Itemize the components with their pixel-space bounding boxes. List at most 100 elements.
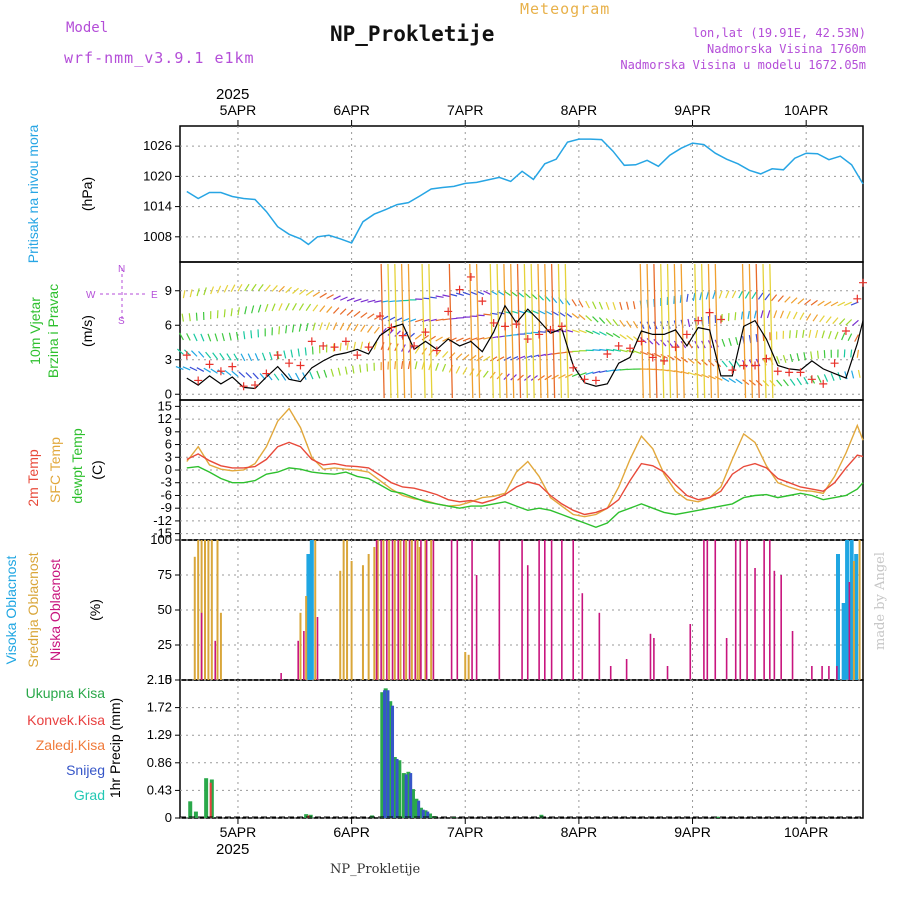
wind-barb bbox=[312, 304, 319, 312]
mid-cloud-bar bbox=[361, 565, 364, 680]
pressure-tick-label: 1026 bbox=[143, 138, 172, 153]
wind-barb bbox=[189, 289, 193, 298]
temp-tick-label: 15 bbox=[158, 398, 172, 413]
wind-barb bbox=[251, 283, 257, 292]
wind-barb bbox=[394, 330, 401, 337]
wind-gust-marker bbox=[660, 356, 669, 365]
mid-cloud-bar bbox=[210, 540, 213, 680]
wind-gust-marker bbox=[614, 341, 623, 350]
wind-gust-marker bbox=[239, 382, 248, 391]
low-cloud-bar bbox=[280, 673, 282, 680]
wind-ylabel-1: 10m Vjetar bbox=[27, 297, 43, 365]
low-cloud-bar bbox=[703, 540, 705, 680]
wind-barb bbox=[278, 326, 281, 335]
low-cloud-bar bbox=[425, 540, 428, 680]
snow-precip-bar bbox=[404, 774, 408, 818]
wind-barb bbox=[483, 313, 492, 316]
pressure-line bbox=[186, 138, 864, 246]
wind-barb bbox=[360, 324, 366, 333]
total-precip-bar bbox=[406, 771, 411, 818]
wind-barb bbox=[240, 353, 246, 362]
wind-barb bbox=[353, 323, 359, 332]
wind-barb bbox=[462, 291, 471, 296]
wind-barb bbox=[462, 367, 468, 375]
wind-barb bbox=[738, 290, 744, 299]
wind-barb bbox=[578, 314, 586, 321]
pressure-ylabel: Pritisak na nivou mora bbox=[25, 125, 41, 264]
panel-frame bbox=[179, 261, 864, 401]
total-precip-bar bbox=[428, 813, 433, 818]
pressure-tick-label: 1014 bbox=[143, 199, 172, 214]
temp-tick-label: -6 bbox=[160, 487, 172, 502]
wind-strong-barb bbox=[653, 263, 658, 399]
low-cloud-bar bbox=[456, 540, 459, 680]
wind-gust-marker bbox=[546, 325, 555, 334]
wind-barb bbox=[828, 330, 832, 339]
wind-barb bbox=[305, 323, 309, 332]
wind-barb bbox=[462, 354, 470, 361]
wind-barb bbox=[852, 319, 859, 327]
wind-barb bbox=[235, 331, 239, 341]
compass-east: E bbox=[151, 290, 158, 301]
wind-strong-barb bbox=[646, 263, 651, 399]
wind-barb bbox=[530, 375, 538, 381]
wind-barb bbox=[701, 359, 708, 366]
wind-barb bbox=[353, 341, 356, 350]
wind-barb bbox=[287, 373, 294, 381]
wind-barb bbox=[196, 367, 205, 372]
temp-tick-label: 6 bbox=[165, 437, 172, 452]
wind-barb bbox=[415, 318, 424, 323]
wind-barb bbox=[667, 355, 675, 361]
wind-barb bbox=[352, 365, 355, 374]
wind-barb bbox=[612, 302, 617, 311]
wind-barb bbox=[435, 295, 444, 298]
cloud-ylabel-mid: Srednja Oblacnost bbox=[25, 552, 41, 667]
wind-barb bbox=[606, 348, 615, 352]
wind-gust-marker bbox=[410, 341, 419, 350]
wind-barb bbox=[679, 294, 682, 303]
wind-gust-marker bbox=[182, 351, 191, 360]
low-cloud-bar bbox=[609, 666, 612, 680]
temp-tick-label: 3 bbox=[165, 449, 172, 464]
mid-cloud-bar bbox=[305, 596, 308, 680]
wind-barb bbox=[537, 353, 546, 357]
wind-barb bbox=[360, 341, 364, 350]
wind-barb bbox=[323, 369, 328, 378]
wind-barb bbox=[674, 356, 682, 362]
temp-tick-label: -15 bbox=[153, 526, 172, 541]
wind-ylabel-2: Brzina i Pravac bbox=[45, 284, 61, 378]
wind-gust-marker bbox=[251, 381, 260, 390]
wind-strong-barb bbox=[680, 263, 685, 399]
wind-gust-marker bbox=[751, 361, 760, 370]
low-cloud-bar bbox=[848, 582, 851, 680]
wind-strong-barb bbox=[510, 263, 515, 399]
low-cloud-bar bbox=[316, 617, 319, 680]
wind-barb bbox=[269, 352, 273, 361]
wind-barb bbox=[632, 321, 639, 329]
wind-barb bbox=[598, 317, 606, 324]
wind-barb bbox=[333, 295, 341, 300]
high-cloud-bar bbox=[306, 554, 311, 680]
wind-barb bbox=[824, 301, 832, 307]
wind-strong-barb bbox=[400, 263, 406, 399]
bottom-year: 2025 bbox=[216, 841, 249, 858]
low-cloud-bar bbox=[811, 666, 813, 680]
wind-barb bbox=[176, 348, 184, 355]
low-cloud-bar bbox=[471, 540, 473, 680]
wind-barb bbox=[455, 292, 464, 297]
wind-barb bbox=[251, 305, 255, 314]
pressure-tick-label: 1008 bbox=[143, 229, 172, 244]
wind-gust-marker bbox=[830, 359, 839, 368]
wind-strong-barb bbox=[523, 263, 528, 399]
wind-barb bbox=[838, 318, 846, 325]
wind-gust-marker bbox=[716, 315, 725, 324]
wind-barb bbox=[830, 373, 835, 381]
wind-barb bbox=[660, 368, 669, 372]
wind-barb bbox=[245, 372, 253, 379]
compass-south: S bbox=[118, 316, 125, 327]
mid-cloud-bar bbox=[399, 540, 402, 680]
wind-gust-marker bbox=[455, 285, 464, 294]
wind-gust-marker bbox=[580, 375, 589, 384]
wind-barb bbox=[619, 349, 628, 353]
